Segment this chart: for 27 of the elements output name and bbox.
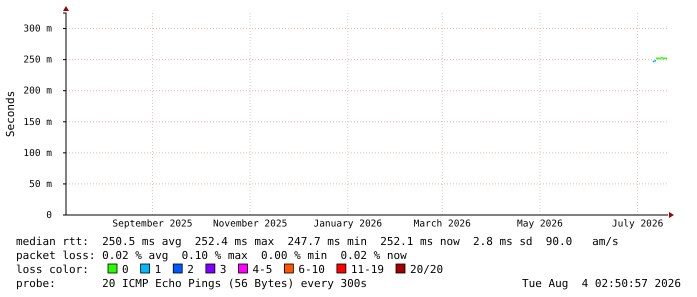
x-tick-label: September 2025 [112, 218, 192, 230]
text: Tue Aug 4 02:50:57 2026 [522, 277, 681, 290]
legend-label: 6-10 [298, 263, 325, 276]
x-tick-label: January 2026 [313, 218, 382, 230]
y-tick-label: 200 m [23, 86, 52, 97]
legend-label: 4-5 [252, 263, 272, 276]
legend-label: 2 [187, 263, 194, 276]
text: probe: 20 ICMP Echo Pings (56 Bytes) every 300s [16, 277, 367, 290]
legend-label: 3 [220, 263, 226, 276]
y-tick-label: 150 m [23, 116, 52, 128]
y-axis-title: Seconds [4, 90, 17, 138]
x-tick-label: November 2025 [212, 218, 288, 230]
x-tick-label: July 2026 [612, 218, 664, 230]
legend-label: 1 [154, 263, 162, 276]
text: packet loss: 0.02 % avg 0.10 % max 0.00 % min 0.02 % now [16, 249, 408, 262]
legend-label: 20/20 [410, 263, 444, 276]
x-tick-label: March 2026 [414, 218, 472, 230]
legend-label: 0 [122, 263, 129, 276]
x-tick-label: May 2026 [517, 218, 564, 230]
y-tick-label: 300 m [23, 24, 52, 35]
text: median rtt: 250.5 ms avg 252.4 ms max 247.7 ms min 252.1 ms now 2.8 ms sd 90.0 am/s [16, 235, 619, 248]
legend-label: 11-19 [350, 263, 384, 276]
y-tick-label: 100 m [23, 148, 52, 159]
y-tick-label: 0 [46, 210, 52, 222]
legend-title: loss color: [16, 263, 89, 276]
y-tick-label: 250 m [23, 54, 52, 66]
y-tick-label: 50 m [29, 178, 52, 190]
